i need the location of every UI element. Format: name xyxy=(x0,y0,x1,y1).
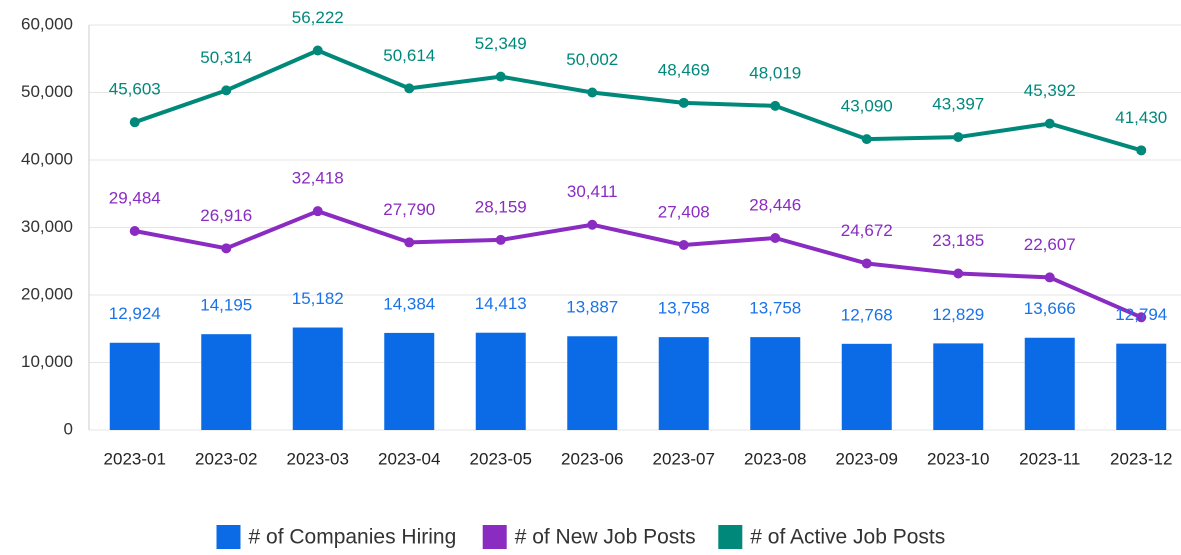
y-tick-label: 0 xyxy=(64,419,73,438)
point xyxy=(495,234,506,245)
x-tick-label: 2023-04 xyxy=(378,449,440,468)
point-label: 48,019 xyxy=(749,63,801,82)
bar-label: 12,924 xyxy=(109,304,161,323)
bar-label: 14,384 xyxy=(383,294,435,313)
bar xyxy=(1024,337,1075,430)
bar-label: 12,829 xyxy=(932,305,984,324)
point-label: 50,314 xyxy=(200,48,252,67)
point xyxy=(312,206,323,217)
legend-label: # of Active Job Posts xyxy=(750,526,945,549)
bar xyxy=(658,337,709,430)
point-label: 45,392 xyxy=(1024,81,1076,100)
x-tick-label: 2023-02 xyxy=(195,449,257,468)
bar-label: 12,768 xyxy=(841,305,893,324)
point-label: 56,222 xyxy=(292,8,344,27)
x-tick-label: 2023-03 xyxy=(287,449,349,468)
point xyxy=(1136,145,1147,156)
x-tick-label: 2023-11 xyxy=(1019,449,1080,468)
line xyxy=(134,209,1143,320)
y-tick-label: 50,000 xyxy=(21,82,73,101)
x-tick-label: 2023-12 xyxy=(1110,449,1172,468)
point-label: 41,430 xyxy=(1115,108,1167,127)
bar xyxy=(933,343,984,430)
point xyxy=(953,268,964,279)
x-tick-label: 2023-06 xyxy=(561,449,623,468)
legend-label: # of Companies Hiring xyxy=(249,526,457,549)
point-label: 48,469 xyxy=(658,60,710,79)
point xyxy=(129,117,140,128)
point xyxy=(587,87,598,98)
point-label: 52,349 xyxy=(475,34,527,53)
point xyxy=(861,134,872,145)
point-label: 43,397 xyxy=(932,95,984,114)
point xyxy=(587,219,598,230)
point xyxy=(404,237,415,248)
bar-label: 13,758 xyxy=(658,299,710,318)
y-tick-label: 10,000 xyxy=(21,352,73,371)
y-tick-label: 60,000 xyxy=(21,14,73,33)
bar-label: 13,758 xyxy=(749,299,801,318)
point-label: 26,916 xyxy=(200,206,252,225)
line xyxy=(134,48,1142,153)
legend-swatch xyxy=(718,525,743,549)
y-tick-label: 30,000 xyxy=(21,217,73,236)
bar xyxy=(475,332,526,430)
bar-label: 13,666 xyxy=(1024,299,1076,318)
bar xyxy=(384,332,435,430)
point xyxy=(1136,312,1147,323)
point xyxy=(770,232,781,243)
point xyxy=(495,71,506,82)
point xyxy=(221,243,232,254)
point xyxy=(770,100,781,111)
point-label: 27,790 xyxy=(383,200,435,219)
point xyxy=(953,132,964,143)
point xyxy=(678,239,689,250)
bar xyxy=(1116,343,1167,430)
x-tick-label: 2023-07 xyxy=(653,449,715,468)
point xyxy=(404,83,415,94)
legend-swatch xyxy=(482,525,507,549)
point-label: 32,418 xyxy=(292,169,344,188)
point-label: 45,603 xyxy=(109,80,161,99)
point-label: 28,159 xyxy=(475,197,527,216)
point xyxy=(129,225,140,236)
x-tick-label: 2023-01 xyxy=(104,449,166,468)
bar xyxy=(750,337,801,430)
bar-label: 14,195 xyxy=(200,296,252,315)
legend-swatch xyxy=(216,525,241,549)
bar-label: 15,182 xyxy=(292,289,344,308)
bar xyxy=(841,343,892,430)
x-tick-label: 2023-08 xyxy=(744,449,806,468)
x-tick-label: 2023-10 xyxy=(927,449,989,468)
y-tick-label: 20,000 xyxy=(21,284,73,303)
bar xyxy=(292,327,343,430)
bar-label: 12,794 xyxy=(1115,305,1167,324)
point-label: 24,672 xyxy=(841,221,893,240)
x-tick-label: 2023-05 xyxy=(470,449,532,468)
legend-label: # of New Job Posts xyxy=(515,526,696,549)
y-tick-label: 40,000 xyxy=(21,149,73,168)
point xyxy=(312,45,323,56)
point xyxy=(1044,118,1055,129)
point-label: 22,607 xyxy=(1024,235,1076,254)
point-label: 50,002 xyxy=(566,50,618,69)
point-label: 23,185 xyxy=(932,231,984,250)
point xyxy=(861,258,872,269)
point-label: 43,090 xyxy=(841,97,893,116)
point-label: 50,614 xyxy=(383,46,435,65)
point xyxy=(1044,272,1055,283)
bar-label: 13,887 xyxy=(566,298,618,317)
point-label: 30,411 xyxy=(567,182,618,201)
x-tick-label: 2023-09 xyxy=(836,449,898,468)
bar xyxy=(109,342,160,430)
bar xyxy=(201,334,252,430)
bar xyxy=(567,336,618,430)
point xyxy=(221,85,232,96)
point-label: 29,484 xyxy=(109,188,161,207)
point-label: 28,446 xyxy=(749,195,801,214)
point xyxy=(678,97,689,108)
point-label: 27,408 xyxy=(658,202,710,221)
bar-label: 14,413 xyxy=(475,294,527,313)
